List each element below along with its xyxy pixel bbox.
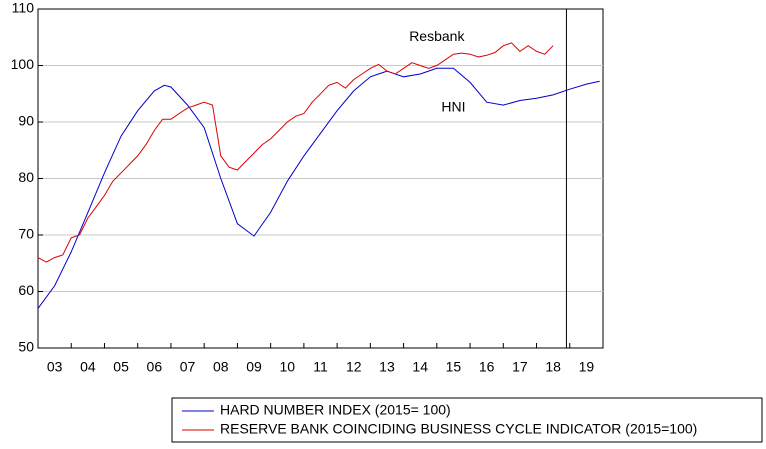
x-tick-label: 18	[545, 359, 561, 375]
legend-label: RESERVE BANK COINCIDING BUSINESS CYCLE I…	[220, 421, 697, 437]
x-tick-label: 11	[313, 359, 328, 375]
x-tick-label: 15	[446, 359, 462, 375]
series-line	[37, 67, 600, 309]
x-tick-label: 16	[479, 359, 495, 375]
legend-label: HARD NUMBER INDEX (2015= 100)	[220, 402, 451, 418]
x-tick-label: 14	[412, 359, 428, 375]
y-tick-label: 60	[18, 282, 34, 298]
x-tick-label: 09	[246, 359, 262, 375]
x-tick-label: 10	[279, 359, 295, 375]
y-tick-label: 80	[18, 169, 34, 185]
x-tick-label: 07	[180, 359, 196, 375]
y-tick-label: 70	[18, 226, 34, 242]
y-tick-label: 50	[18, 339, 34, 355]
y-tick-label: 110	[12, 0, 35, 16]
y-tick-label: 90	[18, 113, 34, 129]
x-tick-label: 05	[113, 359, 129, 375]
x-tick-label: 06	[147, 359, 163, 375]
x-tick-label: 04	[80, 359, 96, 375]
x-tick-label: 08	[213, 359, 229, 375]
x-tick-label: 17	[512, 359, 528, 375]
x-tick-label: 12	[346, 359, 362, 375]
x-tick-label: 13	[379, 359, 395, 375]
y-tick-label: 100	[11, 56, 35, 72]
x-tick-label: 03	[47, 359, 63, 375]
annotation: Resbank	[409, 28, 465, 44]
annotation: HNI	[441, 99, 465, 115]
series-line	[37, 42, 554, 263]
x-tick-label: 19	[579, 359, 595, 375]
legend-box	[171, 397, 763, 443]
